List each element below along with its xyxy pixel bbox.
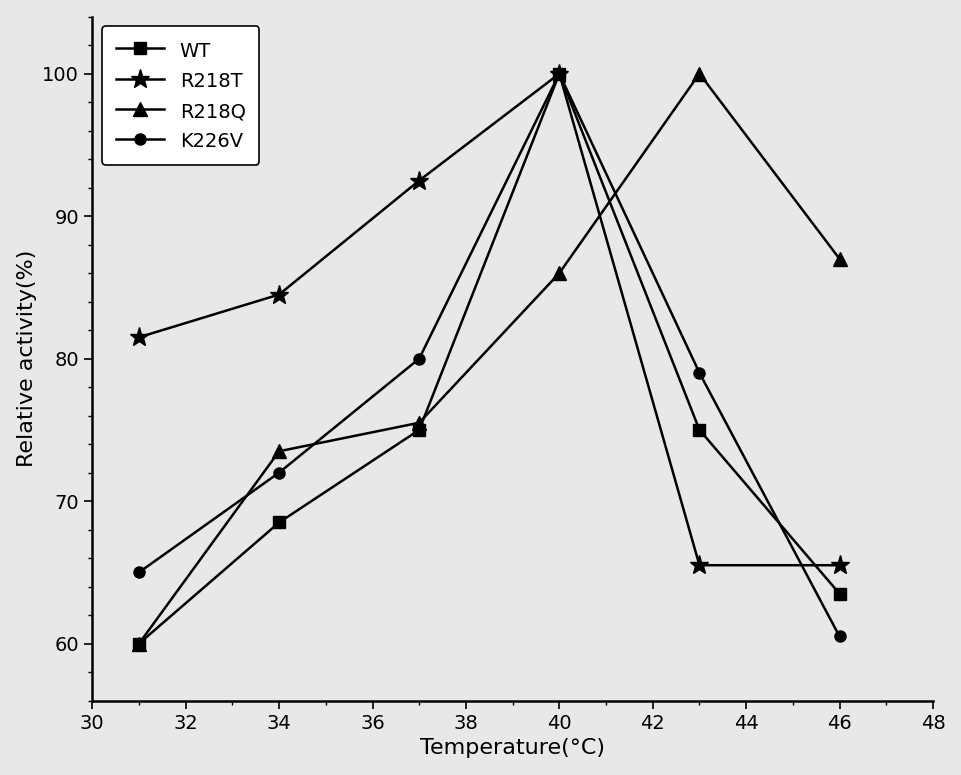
K226V [553,69,564,78]
R218Q [693,69,704,78]
X-axis label: Temperature(°C): Temperature(°C) [420,739,604,758]
R218T [413,176,425,185]
Legend: WT, R218T, R218Q, K226V: WT, R218T, R218Q, K226V [102,26,259,165]
K226V [833,632,845,641]
R218Q [133,639,144,648]
Line: K226V: K226V [134,68,844,642]
WT [273,518,284,527]
Line: R218T: R218T [129,64,849,575]
K226V [133,568,144,577]
R218Q [833,254,845,264]
Line: WT: WT [134,68,844,649]
R218T [273,290,284,299]
WT [413,425,425,435]
WT [693,425,704,435]
K226V [693,368,704,377]
R218Q [413,418,425,427]
Y-axis label: Relative activity(%): Relative activity(%) [16,250,37,467]
R218T [693,560,704,570]
WT [833,589,845,598]
K226V [413,354,425,363]
WT [553,69,564,78]
K226V [273,468,284,477]
R218T [553,69,564,78]
R218Q [273,446,284,456]
Line: R218Q: R218Q [132,67,846,650]
R218T [833,560,845,570]
R218Q [553,268,564,277]
R218T [133,332,144,342]
WT [133,639,144,648]
